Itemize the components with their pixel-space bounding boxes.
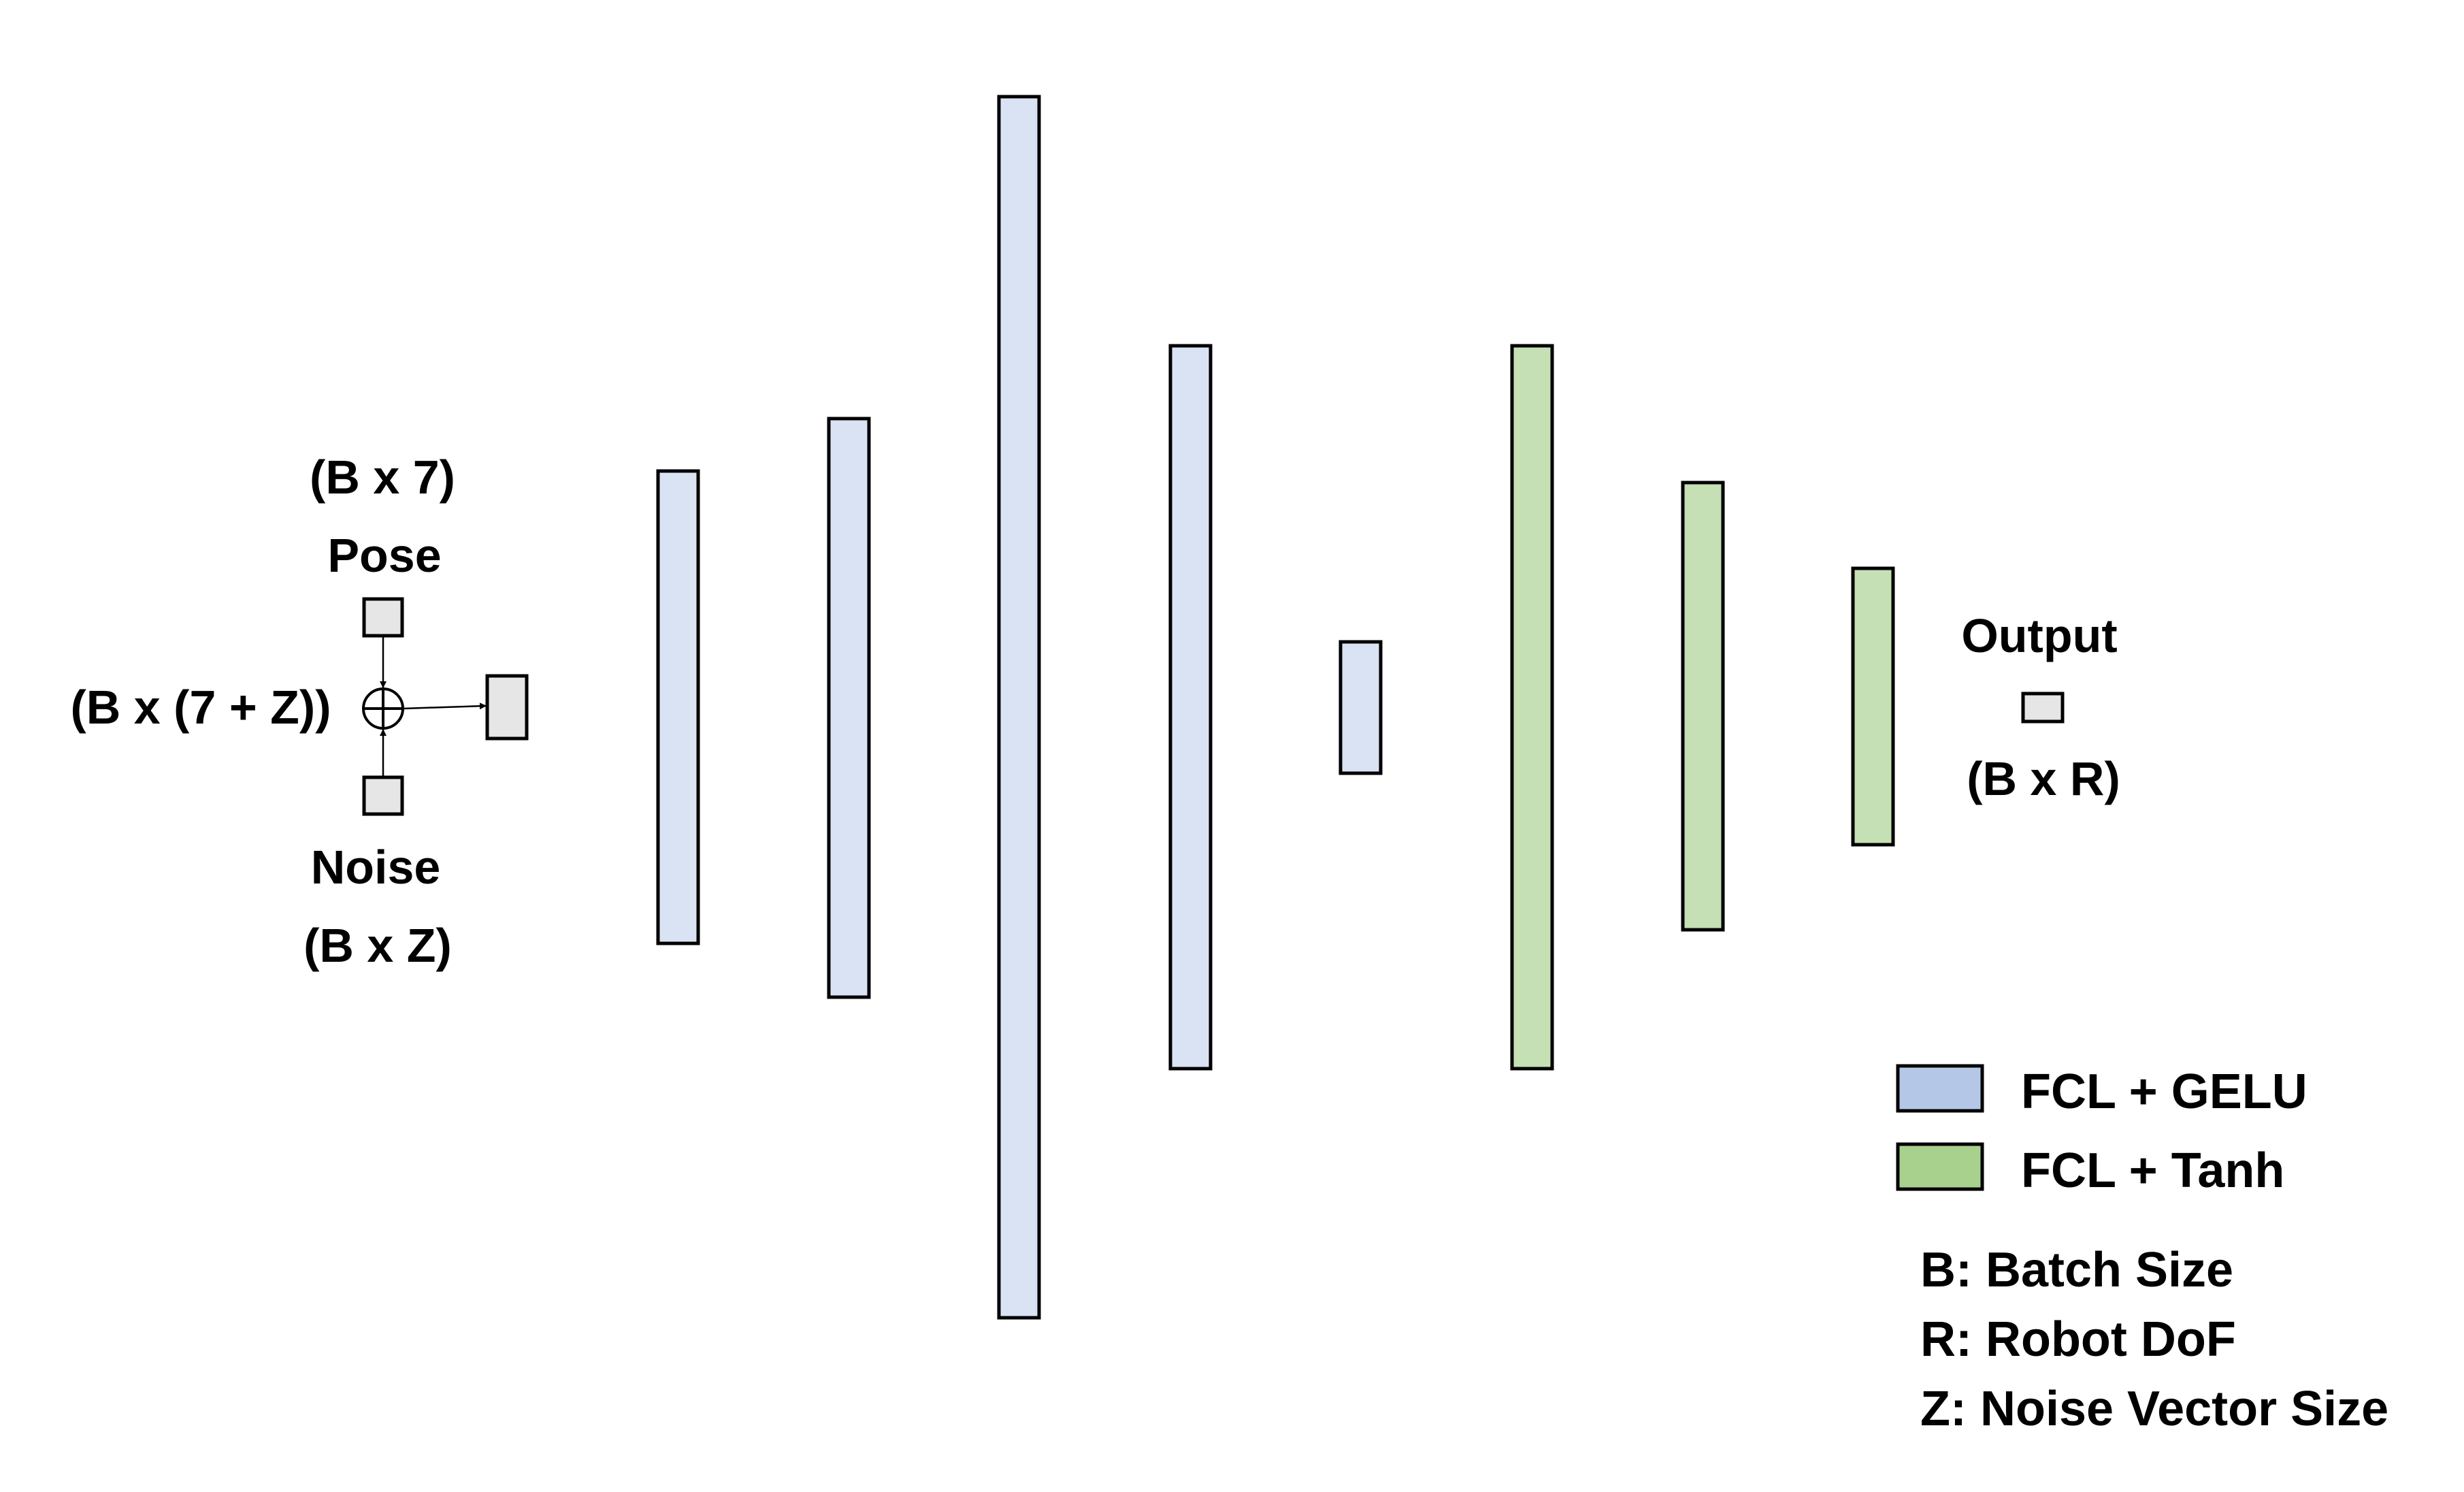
concat-icon: [362, 687, 404, 730]
pose-label: Pose: [327, 529, 441, 582]
noise-vector-box: [362, 775, 404, 816]
noise-label: Noise: [311, 841, 441, 894]
layer-2-fcl-gelu: [827, 417, 871, 999]
output-shape-label: (B x R): [1967, 752, 2120, 805]
layer-4-fcl-gelu: [1168, 344, 1213, 1071]
legend-label-gelu: FCL + GELU: [2021, 1065, 2307, 1119]
output-label: Output: [1961, 609, 2117, 662]
pose-shape-label: (B x 7): [310, 451, 455, 504]
legend: FCL + GELU FCL + Tanh B: Batch Size R: R…: [1896, 1064, 2388, 1436]
noise-shape-label: (B x Z): [303, 919, 452, 972]
definition-robot-dof: R: Robot DoF: [1920, 1312, 2236, 1367]
layer-3-fcl-gelu: [997, 95, 1041, 1320]
layer-8-fcl-tanh: [1851, 566, 1895, 847]
definition-batch-size: B: Batch Size: [1920, 1243, 2233, 1297]
legend-swatch-tanh: [1896, 1142, 1984, 1191]
legend-swatch-gelu: [1896, 1064, 1984, 1113]
concat-vector-box: [485, 674, 529, 741]
layer-5-fcl-gelu: [1338, 640, 1383, 775]
concat-arrow: [402, 702, 487, 710]
legend-label-tanh: FCL + Tanh: [2021, 1144, 2284, 1198]
layers-group: [656, 95, 1895, 1320]
concat-shape-label: (B x (7 + Z)): [70, 681, 331, 734]
layer-7-fcl-tanh: [1681, 481, 1725, 932]
layer-1-fcl-gelu: [656, 469, 700, 945]
pose-vector-box: [362, 597, 404, 638]
output-vector-box: [2021, 692, 2065, 724]
definition-noise-vector-size: Z: Noise Vector Size: [1920, 1382, 2388, 1436]
layer-6-fcl-tanh: [1510, 344, 1554, 1071]
